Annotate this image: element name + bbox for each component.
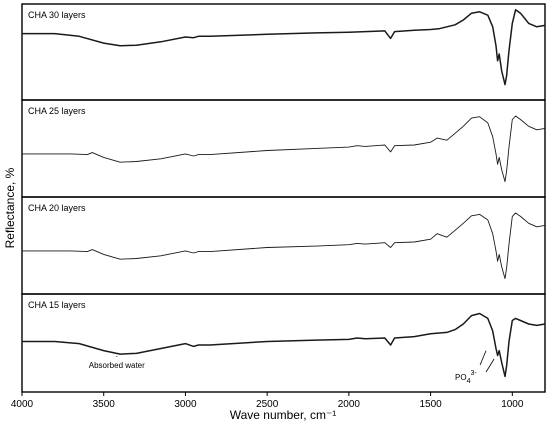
annotations-group: Absorbed water PO43-: [89, 350, 495, 385]
x-axis-title: Wave number, cm⁻¹: [230, 408, 337, 422]
panel-frame: [21, 293, 546, 393]
annotation-absorbed-water: Absorbed water: [89, 361, 145, 370]
panel-frame: [21, 3, 546, 101]
series-label: CHA 30 layers: [28, 10, 86, 20]
spectrum-panel: CHA 25 layers: [21, 99, 546, 198]
spectrum-panel: CHA 30 layers: [21, 3, 546, 101]
annotation-leader-line: [479, 350, 487, 366]
x-tick-label: 4000: [11, 399, 34, 410]
x-tick-label: 1500: [419, 399, 442, 410]
annotation-leader-line: [485, 358, 495, 373]
panel-frame: [21, 196, 546, 295]
x-tick-label: 2500: [256, 399, 279, 410]
spectrum-line: [22, 212, 546, 280]
series-label: CHA 25 layers: [28, 106, 86, 116]
x-tick-label: 3500: [93, 399, 116, 410]
panel-frame: [21, 99, 546, 198]
x-tick-label: 3000: [174, 399, 197, 410]
series-label: CHA 15 layers: [28, 300, 86, 310]
y-axis-title: Reflectance, %: [3, 167, 17, 248]
series-label: CHA 20 layers: [28, 203, 86, 213]
x-tick-label: 2000: [338, 399, 361, 410]
annotation-phosphate: PO43-: [455, 370, 477, 385]
spectrum-panel: CHA 15 layers: [21, 293, 546, 393]
spectrum-line: [22, 9, 546, 86]
x-tick-label: 1000: [501, 399, 524, 410]
spectrum-line: [22, 115, 546, 183]
x-axis: 4000 3500 3000 2500 2000 1500 1000: [11, 392, 524, 410]
panels-group: CHA 30 layers CHA 25 layers CHA 20 layers C…: [21, 3, 546, 393]
spectrum-panel: CHA 20 layers: [21, 196, 546, 295]
spectrum-line: [22, 312, 546, 378]
